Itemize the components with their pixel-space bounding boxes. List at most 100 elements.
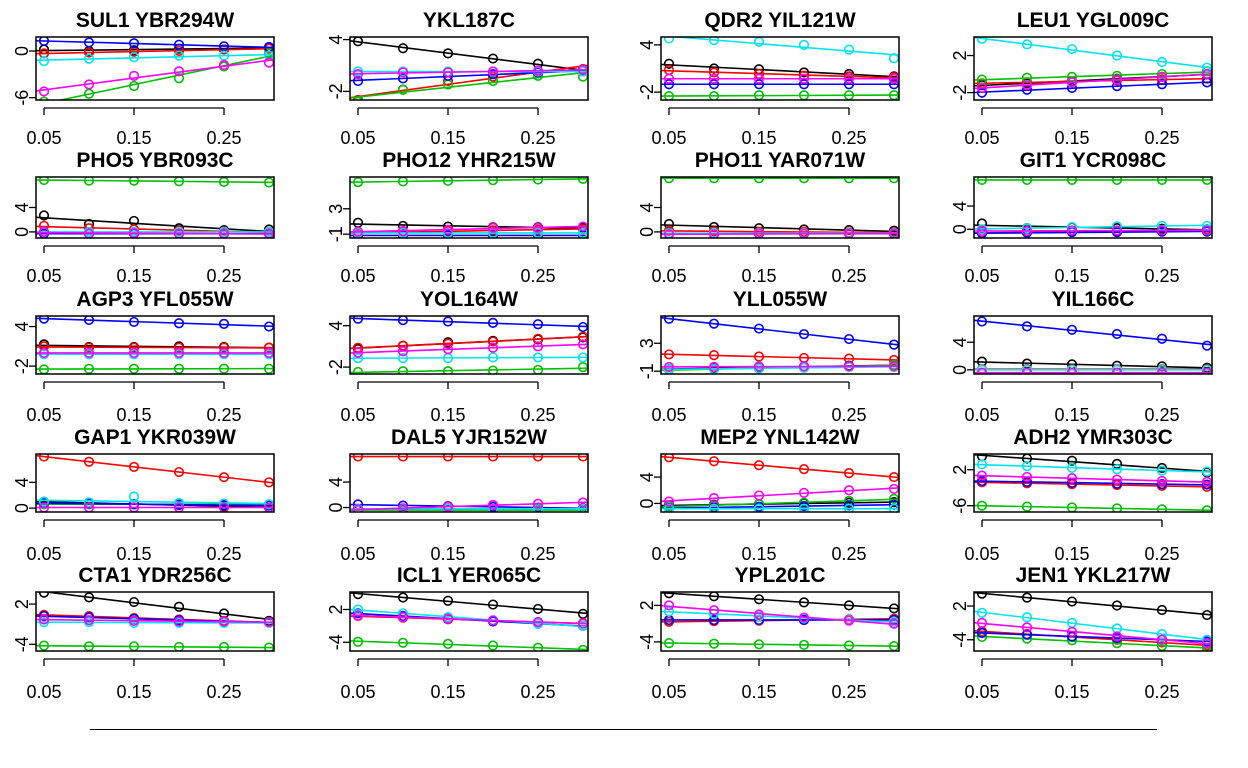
data-point-blue bbox=[1156, 333, 1168, 344]
y-tick-label: -2 bbox=[326, 83, 346, 99]
data-point-green bbox=[487, 365, 499, 374]
data-point-cyan bbox=[1066, 43, 1078, 55]
fit-line-cyan bbox=[36, 621, 274, 624]
data-point-black bbox=[1156, 604, 1168, 616]
fit-line-red bbox=[661, 69, 899, 79]
y-tick-label: 2 bbox=[950, 465, 970, 475]
data-point-magenta bbox=[976, 82, 988, 94]
x-tick-label: 0.15 bbox=[741, 266, 776, 286]
data-point-magenta bbox=[843, 485, 855, 496]
y-tick-label: 0 bbox=[12, 46, 32, 56]
data-point-blue bbox=[128, 499, 140, 510]
panel-title: ICL1 YER065C bbox=[397, 564, 541, 587]
data-point-magenta bbox=[397, 67, 409, 78]
data-point-red bbox=[173, 342, 185, 353]
data-point-blue bbox=[352, 75, 364, 87]
data-point-magenta bbox=[976, 617, 988, 629]
data-point-green bbox=[532, 364, 544, 374]
data-point-cyan bbox=[1021, 612, 1033, 623]
data-point-red bbox=[352, 454, 364, 462]
data-point-cyan bbox=[173, 50, 185, 61]
data-point-green bbox=[1156, 640, 1168, 651]
y-tick-label: 0 bbox=[950, 224, 970, 234]
y-tick-label: -2 bbox=[12, 358, 32, 374]
data-point-green bbox=[38, 640, 50, 651]
y-tick-label: 4 bbox=[12, 477, 32, 487]
data-point-black bbox=[532, 603, 544, 615]
data-point-green bbox=[708, 90, 720, 100]
fit-line-magenta bbox=[661, 365, 899, 368]
data-point-cyan bbox=[128, 52, 140, 63]
y-tick-label: 4 bbox=[326, 321, 346, 331]
data-point-black bbox=[1111, 458, 1123, 469]
panel-title: YPL201C bbox=[734, 564, 825, 587]
data-point-magenta bbox=[128, 347, 140, 359]
x-tick-label: 0.15 bbox=[430, 405, 465, 425]
fit-line-black bbox=[661, 592, 899, 610]
fit-line-red bbox=[350, 335, 588, 350]
data-point-red bbox=[83, 47, 95, 58]
fit-line-green bbox=[974, 504, 1212, 512]
data-point-magenta bbox=[83, 615, 95, 626]
data-point-cyan bbox=[708, 37, 720, 46]
x-tick-label: 0.15 bbox=[430, 128, 465, 148]
series-group bbox=[36, 454, 274, 512]
data-point-black bbox=[173, 601, 185, 612]
data-point-red bbox=[708, 67, 720, 78]
data-point-blue bbox=[708, 318, 720, 329]
data-point-magenta bbox=[487, 222, 499, 233]
data-point-green bbox=[128, 363, 140, 374]
data-point-blue bbox=[83, 37, 95, 48]
data-point-magenta bbox=[708, 605, 720, 616]
data-point-cyan bbox=[976, 364, 988, 374]
fit-line-black bbox=[36, 216, 274, 233]
data-point-magenta bbox=[173, 616, 185, 627]
y-tick-label: 0 bbox=[637, 227, 657, 237]
fit-line-black bbox=[974, 360, 1212, 369]
fit-line-black bbox=[40, 592, 274, 621]
x-tick-label: 0.15 bbox=[116, 682, 151, 702]
data-point-black bbox=[663, 592, 675, 599]
data-point-magenta bbox=[352, 347, 364, 358]
data-point-blue bbox=[83, 316, 95, 326]
fit-line-cyan bbox=[668, 37, 899, 57]
panel-frame bbox=[973, 315, 1213, 375]
series-group bbox=[350, 592, 588, 651]
data-point-cyan bbox=[1066, 462, 1078, 474]
fit-line-magenta bbox=[350, 614, 588, 625]
data-point-blue bbox=[663, 79, 675, 90]
data-point-green bbox=[352, 177, 364, 188]
fit-line-green bbox=[350, 640, 588, 651]
data-point-magenta bbox=[1021, 225, 1033, 237]
data-point-magenta bbox=[1111, 225, 1123, 236]
data-point-cyan bbox=[976, 459, 988, 470]
x-tick-label: 0.15 bbox=[116, 128, 151, 148]
panel-1: SUL1 YBR294W -6 0 0.05 0.15 0.25 bbox=[12, 9, 275, 148]
data-point-magenta bbox=[442, 67, 454, 78]
data-point-green bbox=[663, 90, 675, 100]
data-point-magenta bbox=[798, 228, 810, 238]
data-point-green bbox=[128, 177, 140, 186]
panel-frame bbox=[660, 36, 900, 101]
fit-line-green bbox=[56, 54, 274, 100]
data-point-green bbox=[1021, 177, 1033, 186]
y-tick-label: 4 bbox=[326, 35, 346, 45]
data-point-magenta bbox=[173, 347, 185, 359]
data-point-black bbox=[798, 597, 810, 608]
data-point-magenta bbox=[218, 347, 230, 359]
data-point-blue bbox=[397, 73, 409, 84]
data-point-magenta bbox=[976, 470, 988, 481]
data-point-blue bbox=[976, 316, 988, 327]
fit-line-black bbox=[974, 592, 1212, 616]
x-tick-label: 0.25 bbox=[1144, 682, 1179, 702]
data-point-red bbox=[38, 454, 50, 462]
panel-title: DAL5 YJR152W bbox=[391, 426, 547, 449]
data-point-blue bbox=[1066, 324, 1078, 335]
panel-title: ADH2 YMR303C bbox=[1013, 426, 1173, 449]
data-point-black bbox=[753, 594, 765, 605]
data-point-magenta bbox=[708, 229, 720, 238]
x-tick-label: 0.15 bbox=[741, 128, 776, 148]
data-point-blue bbox=[798, 79, 810, 90]
data-point-cyan bbox=[397, 353, 409, 364]
data-point-black bbox=[1066, 596, 1078, 607]
